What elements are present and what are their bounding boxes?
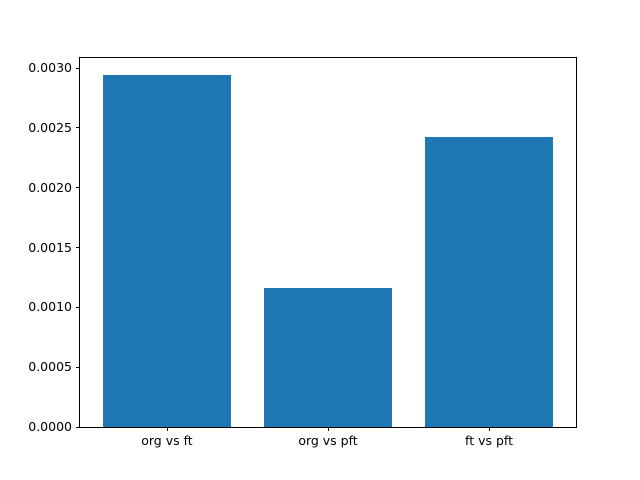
bar-org-vs-pft: [263, 288, 393, 428]
y-tick-label-0.0015: 0.0015: [28, 239, 72, 255]
y-tick-label-0.0005: 0.0005: [28, 359, 72, 375]
x-tick-label-org-vs-pft: org vs pft: [298, 433, 358, 449]
y-tick-label-0.0025: 0.0025: [28, 119, 72, 135]
y-tick-label-0.0030: 0.0030: [28, 59, 72, 75]
y-tick-label-0.0020: 0.0020: [28, 179, 72, 195]
y-tick-mark: [76, 187, 80, 189]
y-tick-mark: [76, 67, 80, 69]
plot-area: org vs ft org vs pft ft vs pft 0.0000 0.0005…: [28, 56, 577, 447]
bar-ft-vs-pft: [424, 137, 554, 428]
y-tick-mark: [76, 306, 80, 308]
y-tick-mark: [76, 127, 80, 129]
y-tick-label-0.0010: 0.0010: [28, 299, 72, 315]
x-tick-mark: [489, 427, 491, 432]
y-tick-mark: [76, 366, 80, 368]
bar-org-vs-ft: [102, 75, 232, 428]
x-tick-mark: [166, 427, 168, 432]
y-tick-mark: [76, 247, 80, 249]
y-tick-label-0.0000: 0.0000: [28, 418, 72, 434]
x-tick-label-org-vs-ft: org vs ft: [141, 433, 193, 449]
x-tick-mark: [328, 427, 329, 432]
x-tick-label-ft-vs-pft: ft vs pft: [465, 433, 514, 449]
y-tick-mark: [76, 426, 80, 428]
